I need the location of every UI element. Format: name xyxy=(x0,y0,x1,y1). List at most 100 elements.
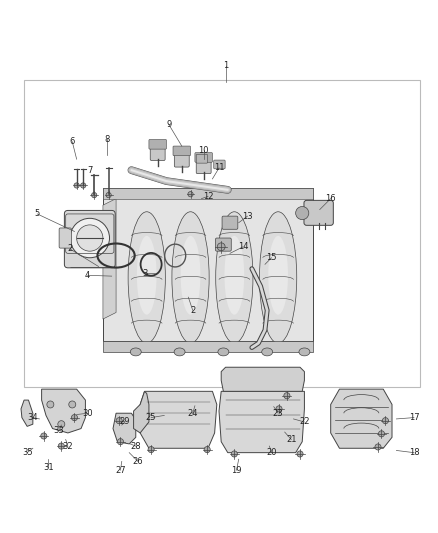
Circle shape xyxy=(378,431,385,437)
Circle shape xyxy=(296,206,309,220)
Ellipse shape xyxy=(218,348,229,356)
Text: 2: 2 xyxy=(67,245,73,254)
Text: 26: 26 xyxy=(133,457,143,466)
Text: 9: 9 xyxy=(166,119,171,128)
Ellipse shape xyxy=(174,348,185,356)
Circle shape xyxy=(375,444,381,450)
Circle shape xyxy=(92,192,97,198)
Text: 2: 2 xyxy=(190,306,195,315)
Polygon shape xyxy=(331,389,392,448)
Polygon shape xyxy=(103,341,313,352)
Polygon shape xyxy=(103,188,313,199)
Text: 17: 17 xyxy=(409,413,419,422)
Text: 11: 11 xyxy=(214,164,224,173)
FancyBboxPatch shape xyxy=(222,216,238,229)
Text: 33: 33 xyxy=(54,426,64,435)
Text: 28: 28 xyxy=(131,441,141,450)
Circle shape xyxy=(117,439,124,445)
Circle shape xyxy=(116,418,122,424)
Text: 18: 18 xyxy=(409,448,419,457)
Polygon shape xyxy=(113,413,136,444)
FancyBboxPatch shape xyxy=(195,152,212,162)
Ellipse shape xyxy=(259,212,297,343)
Text: 23: 23 xyxy=(273,409,283,418)
Circle shape xyxy=(47,401,54,408)
Text: 12: 12 xyxy=(203,192,213,201)
Circle shape xyxy=(382,418,389,424)
Ellipse shape xyxy=(172,212,209,343)
Text: 7: 7 xyxy=(87,166,92,175)
Ellipse shape xyxy=(225,236,244,314)
Polygon shape xyxy=(103,199,116,319)
Text: 4: 4 xyxy=(85,271,90,280)
Text: 14: 14 xyxy=(238,243,248,251)
Circle shape xyxy=(77,225,103,251)
FancyBboxPatch shape xyxy=(196,155,208,163)
Circle shape xyxy=(71,415,78,421)
Text: 19: 19 xyxy=(231,466,242,475)
Ellipse shape xyxy=(180,236,200,314)
Text: 24: 24 xyxy=(187,409,198,418)
FancyBboxPatch shape xyxy=(215,238,231,251)
Circle shape xyxy=(74,183,79,188)
FancyBboxPatch shape xyxy=(196,156,211,174)
Circle shape xyxy=(58,421,65,427)
Polygon shape xyxy=(219,391,304,453)
Polygon shape xyxy=(134,391,149,433)
Ellipse shape xyxy=(131,348,141,356)
Text: 27: 27 xyxy=(115,466,126,475)
Text: 6: 6 xyxy=(70,137,75,146)
Text: 34: 34 xyxy=(28,413,38,422)
Text: 31: 31 xyxy=(43,463,53,472)
Circle shape xyxy=(284,393,290,399)
Circle shape xyxy=(70,219,110,258)
Circle shape xyxy=(231,451,237,457)
Polygon shape xyxy=(140,391,217,448)
Text: 15: 15 xyxy=(266,253,277,262)
Text: 21: 21 xyxy=(286,435,297,444)
Circle shape xyxy=(297,451,303,457)
Text: 5: 5 xyxy=(35,209,40,219)
FancyBboxPatch shape xyxy=(214,160,225,169)
Text: 3: 3 xyxy=(142,269,147,278)
Text: 16: 16 xyxy=(325,194,336,203)
Circle shape xyxy=(204,447,210,453)
Polygon shape xyxy=(21,400,33,426)
Ellipse shape xyxy=(268,236,288,314)
Ellipse shape xyxy=(137,236,157,314)
Text: 25: 25 xyxy=(146,413,156,422)
Text: 22: 22 xyxy=(299,417,310,426)
FancyBboxPatch shape xyxy=(150,142,165,160)
Text: 20: 20 xyxy=(266,448,277,457)
Text: 1: 1 xyxy=(223,61,228,70)
Polygon shape xyxy=(221,367,304,391)
Polygon shape xyxy=(42,389,85,433)
Ellipse shape xyxy=(299,348,310,356)
Circle shape xyxy=(58,443,64,449)
Circle shape xyxy=(276,406,282,412)
FancyBboxPatch shape xyxy=(149,140,166,149)
Text: 32: 32 xyxy=(63,441,73,450)
FancyBboxPatch shape xyxy=(304,200,333,225)
Circle shape xyxy=(69,401,76,408)
Text: 8: 8 xyxy=(105,135,110,144)
Circle shape xyxy=(188,191,193,197)
Ellipse shape xyxy=(128,212,166,343)
Text: 29: 29 xyxy=(120,417,130,426)
FancyBboxPatch shape xyxy=(64,211,115,268)
FancyBboxPatch shape xyxy=(174,149,189,167)
Polygon shape xyxy=(103,188,313,341)
Ellipse shape xyxy=(261,348,272,356)
FancyBboxPatch shape xyxy=(173,146,191,156)
Text: 30: 30 xyxy=(82,409,93,418)
Circle shape xyxy=(106,192,111,198)
Circle shape xyxy=(41,433,47,439)
Text: 13: 13 xyxy=(242,212,253,221)
Circle shape xyxy=(81,183,86,188)
Ellipse shape xyxy=(215,212,253,343)
Text: 35: 35 xyxy=(22,448,32,457)
Bar xyxy=(24,80,420,387)
Circle shape xyxy=(217,243,225,251)
Text: 10: 10 xyxy=(198,146,209,155)
FancyBboxPatch shape xyxy=(59,228,71,248)
